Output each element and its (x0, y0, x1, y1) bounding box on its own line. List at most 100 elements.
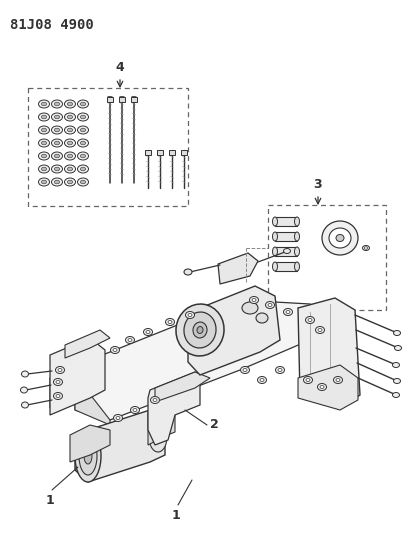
Ellipse shape (65, 178, 76, 186)
Ellipse shape (151, 397, 160, 403)
Bar (268, 205, 386, 310)
Ellipse shape (243, 368, 247, 372)
Ellipse shape (51, 165, 63, 173)
Ellipse shape (38, 165, 50, 173)
Ellipse shape (336, 235, 344, 241)
Ellipse shape (78, 178, 88, 186)
Polygon shape (298, 298, 360, 408)
Ellipse shape (130, 407, 139, 414)
Polygon shape (50, 365, 90, 408)
Polygon shape (218, 253, 258, 284)
Ellipse shape (21, 402, 29, 408)
Ellipse shape (78, 165, 88, 173)
Ellipse shape (284, 248, 290, 254)
Ellipse shape (308, 319, 312, 321)
Ellipse shape (42, 128, 46, 132)
Bar (119, 97, 125, 102)
Ellipse shape (318, 328, 322, 332)
Ellipse shape (38, 100, 50, 108)
Bar (275, 262, 297, 271)
Ellipse shape (184, 269, 192, 275)
Ellipse shape (111, 346, 120, 353)
Ellipse shape (153, 399, 157, 401)
Bar (275, 247, 297, 256)
Polygon shape (75, 375, 110, 425)
Ellipse shape (55, 167, 59, 171)
Ellipse shape (393, 378, 400, 384)
Ellipse shape (53, 392, 63, 400)
Polygon shape (148, 372, 200, 445)
Ellipse shape (268, 303, 272, 306)
Bar (107, 97, 113, 102)
Text: 1: 1 (172, 509, 180, 522)
Bar (157, 150, 163, 155)
Ellipse shape (273, 232, 278, 241)
Polygon shape (75, 300, 345, 420)
Ellipse shape (65, 113, 76, 121)
Ellipse shape (38, 139, 50, 147)
Ellipse shape (113, 349, 117, 351)
Ellipse shape (75, 430, 101, 482)
Ellipse shape (362, 246, 370, 251)
Polygon shape (50, 338, 105, 415)
Ellipse shape (193, 322, 207, 338)
Ellipse shape (273, 262, 278, 271)
Ellipse shape (65, 126, 76, 134)
Ellipse shape (51, 152, 63, 160)
Ellipse shape (80, 154, 86, 158)
Ellipse shape (55, 154, 59, 158)
Bar (169, 150, 175, 155)
Ellipse shape (260, 378, 264, 382)
Ellipse shape (21, 387, 27, 393)
Text: 1: 1 (46, 494, 55, 507)
Text: 81J08 4900: 81J08 4900 (10, 18, 94, 32)
Ellipse shape (65, 100, 76, 108)
Polygon shape (75, 410, 165, 482)
Ellipse shape (38, 113, 50, 121)
Ellipse shape (65, 165, 76, 173)
Ellipse shape (78, 139, 88, 147)
Ellipse shape (51, 139, 63, 147)
Ellipse shape (184, 312, 216, 348)
Ellipse shape (55, 128, 59, 132)
Ellipse shape (273, 217, 278, 226)
Ellipse shape (80, 102, 86, 106)
Ellipse shape (53, 378, 63, 385)
Ellipse shape (80, 128, 86, 132)
Ellipse shape (278, 368, 282, 372)
Ellipse shape (329, 228, 351, 248)
Ellipse shape (295, 217, 299, 226)
Bar (275, 217, 297, 226)
Ellipse shape (78, 126, 88, 134)
Ellipse shape (67, 102, 72, 106)
Ellipse shape (295, 262, 299, 271)
Ellipse shape (166, 319, 175, 326)
Ellipse shape (67, 141, 72, 145)
Ellipse shape (306, 378, 310, 382)
Ellipse shape (80, 180, 86, 184)
Text: 3: 3 (314, 178, 322, 191)
Ellipse shape (265, 302, 274, 309)
Ellipse shape (67, 154, 72, 158)
Ellipse shape (56, 394, 60, 398)
Ellipse shape (78, 100, 88, 108)
Ellipse shape (250, 296, 259, 303)
Ellipse shape (295, 247, 299, 256)
Bar (275, 232, 297, 241)
Ellipse shape (126, 336, 135, 343)
Ellipse shape (257, 376, 267, 384)
Ellipse shape (128, 338, 132, 342)
Ellipse shape (78, 152, 88, 160)
Ellipse shape (55, 102, 59, 106)
Ellipse shape (58, 368, 62, 372)
Ellipse shape (55, 115, 59, 119)
Ellipse shape (256, 313, 268, 323)
Ellipse shape (318, 384, 326, 391)
Ellipse shape (393, 392, 400, 398)
Ellipse shape (80, 115, 86, 119)
Ellipse shape (21, 371, 29, 377)
Ellipse shape (393, 330, 400, 335)
Ellipse shape (284, 309, 292, 316)
Ellipse shape (84, 448, 92, 464)
Ellipse shape (252, 298, 256, 302)
